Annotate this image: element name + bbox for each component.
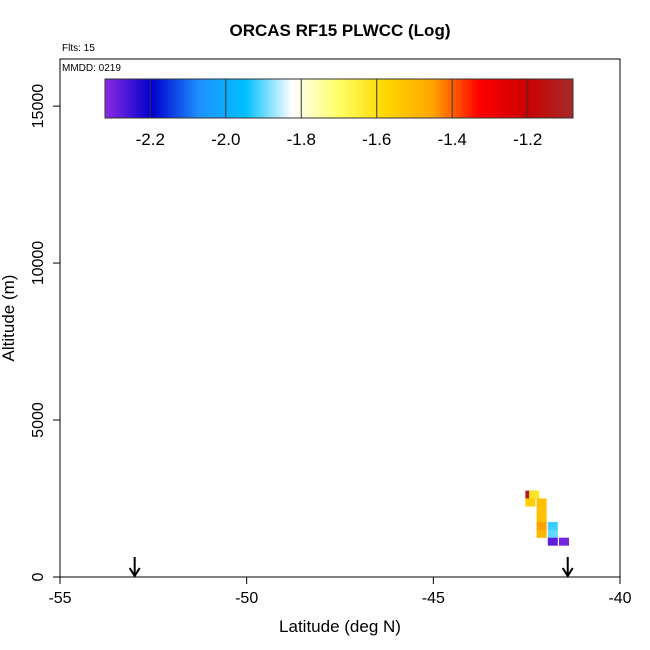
colorbar-tick-label: -1.2 <box>513 130 542 149</box>
flight-arrows <box>128 557 574 578</box>
x-tick-label: -50 <box>235 590 258 607</box>
colorbar-tick-label: -2.0 <box>211 130 240 149</box>
flight-arrow <box>128 557 141 578</box>
y-tick-label: 10000 <box>30 241 47 286</box>
colorbar-tick-label: -2.2 <box>136 130 165 149</box>
colorbar-tick-label: -1.8 <box>287 130 316 149</box>
y-axis: 0 5000 10000 15000 <box>30 84 60 581</box>
flight-arrow <box>561 557 574 578</box>
x-tick-label: -45 <box>422 590 445 607</box>
colorbar-gradient <box>104 78 574 119</box>
colorbar-tick-label: -1.4 <box>438 130 467 149</box>
chart-title: ORCAS RF15 PLWCC (Log) <box>230 21 451 40</box>
heatmap-cell <box>536 529 547 538</box>
flights-label: Flts: 15 <box>62 43 95 54</box>
date-label: MMDD: 0219 <box>62 63 121 74</box>
colorbar: -2.2 -2.0 -1.8 -1.6 -1.4 -1.2 <box>104 78 574 149</box>
heatmap-cell <box>536 506 547 515</box>
heatmap-cell <box>547 521 558 530</box>
heatmap-cell <box>525 498 536 507</box>
plot-frame <box>59 58 621 578</box>
heatmap-cell <box>536 498 547 507</box>
y-axis-label: Altitude (m) <box>0 275 18 362</box>
heatmap-cell <box>536 521 547 530</box>
heatmap-cells <box>525 490 569 546</box>
y-tick-label: 0 <box>30 572 47 581</box>
heatmap-cell <box>547 529 558 538</box>
heatmap-cell <box>547 537 558 546</box>
heatmap-cell <box>559 537 569 546</box>
y-tick-label: 15000 <box>30 84 47 129</box>
heatmap-cell <box>536 514 547 523</box>
x-tick-label: -55 <box>48 590 71 607</box>
heatmap-cell <box>529 490 540 499</box>
x-tick-label: -40 <box>608 590 631 607</box>
x-axis: -55 -50 -45 -40 <box>48 577 632 607</box>
x-axis-label: Latitude (deg N) <box>279 617 401 636</box>
y-tick-label: 5000 <box>30 402 47 438</box>
colorbar-tick-label: -1.6 <box>362 130 391 149</box>
